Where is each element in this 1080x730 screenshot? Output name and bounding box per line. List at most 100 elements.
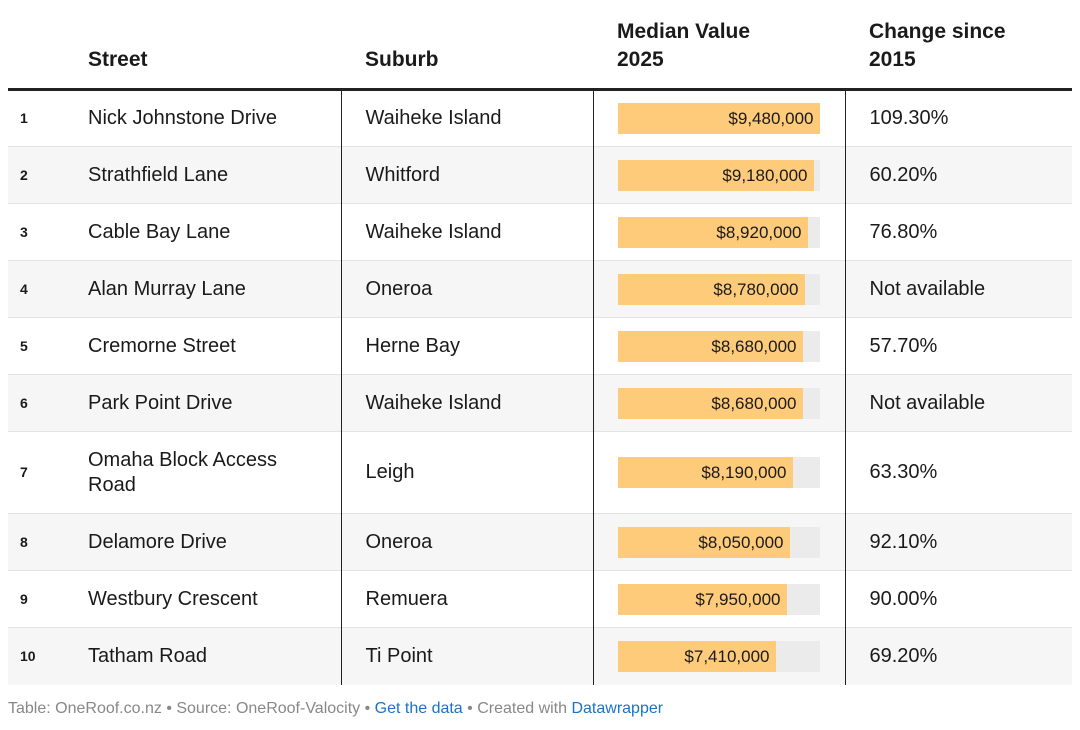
table-row: 6 Park Point Drive Waiheke Island $8,680,00…: [8, 374, 1072, 432]
median-value-cell: $9,480,000: [592, 89, 845, 147]
street-cell: Cable Bay Lane: [88, 203, 341, 261]
value-bar-label: $8,050,000: [698, 532, 784, 552]
value-bar-track: $8,190,000: [617, 457, 820, 488]
value-bar-label: $7,410,000: [684, 646, 770, 666]
street-cell: Cremorne Street: [88, 317, 341, 375]
value-bar: [617, 330, 803, 362]
suburb-cell: Herne Bay: [340, 317, 593, 375]
median-value-cell: $7,410,000: [592, 627, 845, 685]
suburb-cell: Whitford: [340, 146, 593, 204]
header-street[interactable]: Street: [88, 0, 341, 91]
value-bar-track: $8,050,000: [617, 526, 820, 558]
rank-cell: 6: [8, 374, 88, 432]
header-change-line2: 2015: [869, 48, 916, 71]
suburb-cell: Remuera: [340, 570, 593, 628]
data-table-container: Street Suburb Median Value 2025 Change si…: [8, 0, 1072, 685]
median-value-cell: $8,920,000: [592, 203, 845, 261]
table-row: 8 Delamore Drive Oneroa $8,050,000 92.10%: [8, 513, 1072, 571]
rank-cell: 4: [8, 260, 88, 318]
suburb-cell: Ti Point: [340, 627, 593, 685]
value-bar-label: $8,190,000: [701, 463, 787, 482]
value-bar-track: $8,680,000: [617, 330, 820, 362]
median-value-cell: $8,680,000: [592, 374, 845, 432]
value-bar-label: $8,780,000: [713, 279, 799, 299]
value-bar: [617, 457, 793, 488]
street-cell: Nick Johnstone Drive: [88, 107, 277, 129]
value-bar-track: $8,680,000: [617, 387, 820, 419]
table-row: 1 Nick Johnstone Drive Waiheke Island $9,48…: [8, 89, 1072, 147]
value-bar-label: $9,480,000: [728, 109, 814, 128]
rank-cell: 9: [8, 570, 88, 628]
change-cell: 92.10%: [844, 513, 1072, 571]
datawrapper-link[interactable]: Datawrapper: [571, 700, 664, 717]
median-value-cell: $8,780,000: [592, 260, 845, 318]
header-median-value-line2: 2025: [617, 48, 664, 71]
value-bar-track: $8,780,000: [617, 273, 820, 305]
footer-credits: Table: OneRoof.co.nz • Source: OneRoof-V…: [8, 700, 663, 718]
change-cell: 69.20%: [844, 627, 1072, 685]
street-cell: Omaha Block Access Road: [88, 431, 341, 514]
footer-created-text: • Created with: [462, 700, 572, 717]
table-row: 4 Alan Murray Lane Oneroa $8,780,000 Not ava…: [8, 260, 1072, 318]
value-bar-label: $8,680,000: [711, 336, 797, 356]
median-value-cell: $9,180,000: [592, 146, 845, 204]
suburb-cell: Leigh: [340, 431, 593, 514]
street-cell: Delamore Drive: [88, 513, 341, 571]
street-cell: Strathfield Lane: [88, 146, 341, 204]
header-suburb[interactable]: Suburb: [341, 0, 593, 91]
median-value-cell: $8,680,000: [592, 317, 845, 375]
table-row: 9 Westbury Crescent Remuera $7,950,000 90.00…: [8, 570, 1072, 628]
table-row: 5 Cremorne Street Herne Bay $8,680,000 57.70…: [8, 317, 1072, 375]
street-cell: Westbury Crescent: [88, 570, 341, 628]
suburb-cell: Oneroa: [340, 260, 593, 318]
header-rank: [8, 0, 88, 91]
value-bar-label: $7,950,000: [695, 589, 781, 609]
value-bar-label: $9,180,000: [722, 165, 808, 185]
rank-cell: 2: [8, 146, 88, 204]
value-bar-label: $8,920,000: [716, 222, 802, 242]
change-cell: 90.00%: [844, 570, 1072, 628]
change-cell: 57.70%: [844, 317, 1072, 375]
value-bar-track: $8,920,000: [617, 216, 820, 248]
value-bar: [617, 273, 805, 305]
table-header-row: Street Suburb Median Value 2025 Change si…: [8, 0, 1072, 91]
value-bar: [617, 640, 776, 672]
change-cell: 76.80%: [844, 203, 1072, 261]
value-bar: [617, 526, 790, 558]
table-row: 3 Cable Bay Lane Waiheke Island $8,920,000 7…: [8, 203, 1072, 261]
value-bar-track: $9,180,000: [617, 159, 820, 191]
header-change[interactable]: Change since 2015: [845, 0, 1072, 91]
rank-cell: 3: [8, 203, 88, 261]
change-cell: Not available: [844, 374, 1072, 432]
street-cell: Park Point Drive: [88, 374, 341, 432]
header-change-line1: Change since: [869, 20, 1006, 43]
suburb-cell: Waiheke Island: [340, 203, 593, 261]
change-cell: 109.30%: [844, 89, 1072, 147]
table-body: 1 Nick Johnstone Drive Waiheke Island $9,48…: [8, 89, 1072, 685]
suburb-cell: Waiheke Island: [340, 89, 593, 147]
header-median-value[interactable]: Median Value 2025: [593, 0, 845, 91]
value-bar-track: $7,410,000: [617, 640, 820, 672]
get-data-link[interactable]: Get the data: [374, 700, 463, 717]
median-value-cell: $8,190,000: [592, 431, 845, 514]
value-bar: [617, 103, 820, 134]
rank-cell: 7: [8, 431, 88, 514]
value-bar: [617, 583, 787, 615]
rank-cell: 5: [8, 317, 88, 375]
value-bar: [617, 159, 814, 191]
value-bar: [617, 216, 808, 248]
footer-source-text: Table: OneRoof.co.nz • Source: OneRoof-V…: [8, 700, 375, 717]
value-bar-track: $9,480,000: [617, 103, 820, 134]
street-cell: Alan Murray Lane: [88, 260, 341, 318]
rank-cell: 1: [20, 110, 28, 126]
change-cell: Not available: [844, 260, 1072, 318]
change-cell: 60.20%: [844, 146, 1072, 204]
median-value-cell: $8,050,000: [592, 513, 845, 571]
street-cell: Tatham Road: [88, 627, 341, 685]
value-bar: [617, 387, 803, 419]
data-table: Street Suburb Median Value 2025 Change si…: [8, 0, 1072, 685]
table-row: 10 Tatham Road Ti Point $7,410,000 69.20%: [8, 627, 1072, 685]
median-value-cell: $7,950,000: [592, 570, 845, 628]
rank-cell: 10: [8, 627, 88, 685]
header-median-value-line1: Median Value: [617, 20, 751, 43]
